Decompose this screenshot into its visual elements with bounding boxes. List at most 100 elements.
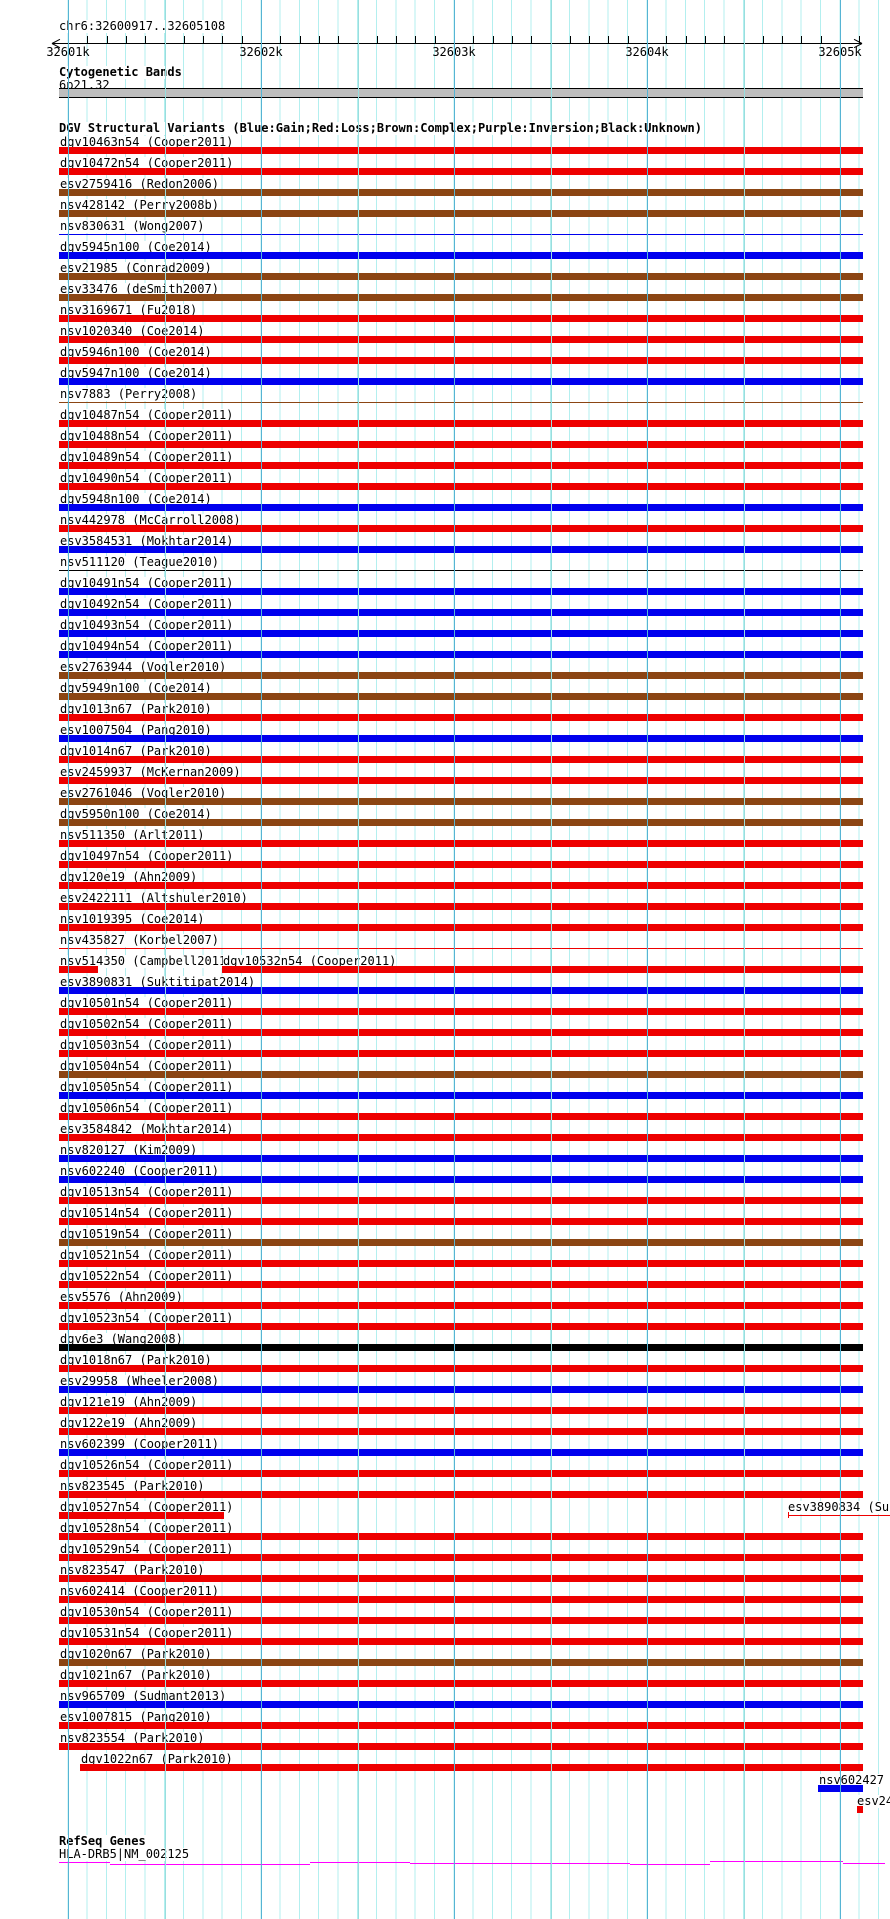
- variant-bar[interactable]: [59, 1722, 863, 1729]
- variant-label[interactable]: nsv823554 (Park2010): [60, 1731, 205, 1745]
- variant-bar[interactable]: [59, 504, 863, 511]
- variant-label[interactable]: dgv10502n54 (Cooper2011): [60, 1017, 234, 1031]
- variant-bar[interactable]: [59, 210, 863, 217]
- variant-label[interactable]: esv33476 (deSmith2007): [60, 282, 219, 296]
- variant-bar[interactable]: [59, 336, 863, 343]
- variant-label[interactable]: dgv10472n54 (Cooper2011): [60, 156, 234, 170]
- variant-bar[interactable]: [59, 1491, 863, 1498]
- variant-label[interactable]: esv3584842 (Mokhtar2014): [60, 1122, 234, 1136]
- variant-label[interactable]: dgv5945n100 (Coe2014): [60, 240, 212, 254]
- variant-bar[interactable]: [59, 234, 863, 235]
- variant-bar[interactable]: [59, 378, 863, 385]
- variant-bar[interactable]: [80, 1764, 863, 1771]
- variant-label[interactable]: nsv442978 (McCarroll2008): [60, 513, 241, 527]
- variant-bar[interactable]: [59, 1260, 863, 1267]
- variant-label[interactable]: dgv1020n67 (Park2010): [60, 1647, 212, 1661]
- variant-label[interactable]: nsv965709 (Sudmant2013): [60, 1689, 227, 1703]
- variant-label[interactable]: dgv10522n54 (Cooper2011): [60, 1269, 234, 1283]
- variant-bar[interactable]: [59, 651, 863, 658]
- variant-bar[interactable]: [59, 189, 863, 196]
- refseq-gene-line[interactable]: [310, 1862, 410, 1863]
- variant-label[interactable]: esv3584531 (Mokhtar2014): [60, 534, 234, 548]
- variant-label[interactable]: dgv10503n54 (Cooper2011): [60, 1038, 234, 1052]
- variant-bar[interactable]: [59, 1071, 863, 1078]
- variant-bar[interactable]: [59, 1533, 863, 1540]
- variant-label[interactable]: nsv1019395 (Coe2014): [60, 912, 205, 926]
- variant-bar[interactable]: [59, 1092, 863, 1099]
- variant-bar[interactable]: [59, 1449, 863, 1456]
- variant-label[interactable]: nsv514350 (Campbell2011): [60, 954, 234, 968]
- variant-label[interactable]: esv2422111 (Altshuler2010): [60, 891, 248, 905]
- variant-bar[interactable]: [59, 672, 863, 679]
- variant-label[interactable]: dgv5950n100 (Coe2014): [60, 807, 212, 821]
- variant-label[interactable]: esv3890834 (Sukti: [788, 1501, 890, 1514]
- variant-label[interactable]: dgv10506n54 (Cooper2011): [60, 1101, 234, 1115]
- variant-bar[interactable]: [59, 570, 863, 571]
- variant-label[interactable]: dgv120e19 (Ahn2009): [60, 870, 198, 884]
- variant-label[interactable]: dgv1018n67 (Park2010): [60, 1353, 212, 1367]
- variant-label[interactable]: nsv823545 (Park2010): [60, 1479, 205, 1493]
- variant-bar[interactable]: [59, 882, 863, 889]
- variant-label[interactable]: dgv1013n67 (Park2010): [60, 702, 212, 716]
- variant-bar[interactable]: [59, 168, 863, 175]
- variant-bar[interactable]: [59, 609, 863, 616]
- variant-bar[interactable]: [59, 1512, 224, 1519]
- variant-label[interactable]: esv242: [857, 1795, 890, 1808]
- variant-bar[interactable]: [59, 777, 863, 784]
- variant-label[interactable]: dgv6e3 (Wang2008): [60, 1332, 183, 1346]
- variant-bar[interactable]: [59, 1386, 863, 1393]
- variant-label[interactable]: nsv3169671 (Fu2018): [60, 303, 198, 317]
- variant-bar[interactable]: [59, 1407, 863, 1414]
- variant-bar[interactable]: [59, 1155, 863, 1162]
- variant-bar[interactable]: [59, 1239, 863, 1246]
- variant-label[interactable]: dgv1021n67 (Park2010): [60, 1668, 212, 1682]
- variant-bar[interactable]: [59, 1365, 863, 1372]
- variant-bar[interactable]: [59, 1617, 863, 1624]
- variant-bar[interactable]: [59, 483, 863, 490]
- variant-bar[interactable]: [59, 903, 863, 910]
- variant-bar[interactable]: [59, 1428, 863, 1435]
- variant-label[interactable]: dgv10523n54 (Cooper2011): [60, 1311, 234, 1325]
- variant-label[interactable]: dgv10532n54 (Cooper2011): [223, 954, 397, 968]
- variant-label[interactable]: dgv10463n54 (Cooper2011): [60, 135, 234, 149]
- variant-label[interactable]: esv1007815 (Pang2010): [60, 1710, 212, 1724]
- refseq-gene-line[interactable]: [410, 1863, 630, 1864]
- variant-bar[interactable]: [59, 1344, 863, 1351]
- variant-bar[interactable]: [59, 840, 863, 847]
- variant-label[interactable]: dgv10529n54 (Cooper2011): [60, 1542, 234, 1556]
- variant-bar[interactable]: [59, 1197, 863, 1204]
- variant-label[interactable]: dgv10497n54 (Cooper2011): [60, 849, 234, 863]
- variant-bar[interactable]: [59, 756, 863, 763]
- variant-bar[interactable]: [59, 1029, 863, 1036]
- variant-bar[interactable]: [59, 1743, 863, 1750]
- variant-label[interactable]: dgv1014n67 (Park2010): [60, 744, 212, 758]
- variant-label[interactable]: dgv5948n100 (Coe2014): [60, 492, 212, 506]
- variant-label[interactable]: dgv5946n100 (Coe2014): [60, 345, 212, 359]
- variant-label[interactable]: dgv10501n54 (Cooper2011): [60, 996, 234, 1010]
- variant-bar[interactable]: [857, 1806, 863, 1813]
- variant-bar[interactable]: [59, 1218, 863, 1225]
- variant-bar[interactable]: [59, 147, 863, 154]
- variant-label[interactable]: nsv7883 (Perry2008): [60, 387, 198, 401]
- variant-bar[interactable]: [59, 462, 863, 469]
- variant-label[interactable]: esv2459937 (McKernan2009): [60, 765, 241, 779]
- variant-bar[interactable]: [59, 693, 863, 700]
- variant-label[interactable]: esv3890831 (Suktitipat2014): [60, 975, 256, 989]
- variant-label[interactable]: dgv10531n54 (Cooper2011): [60, 1626, 234, 1640]
- variant-bar[interactable]: [59, 1638, 863, 1645]
- variant-bar[interactable]: [222, 966, 863, 973]
- variant-label[interactable]: esv1007504 (Pang2010): [60, 723, 212, 737]
- variant-bar[interactable]: [59, 588, 863, 595]
- variant-bar[interactable]: [59, 1575, 863, 1582]
- variant-bar[interactable]: [59, 402, 863, 403]
- variant-label[interactable]: nsv823547 (Park2010): [60, 1563, 205, 1577]
- variant-label[interactable]: dgv5949n100 (Coe2014): [60, 681, 212, 695]
- variant-bar[interactable]: [59, 1281, 863, 1288]
- variant-label[interactable]: dgv10526n54 (Cooper2011): [60, 1458, 234, 1472]
- variant-label[interactable]: nsv820127 (Kim2009): [60, 1143, 198, 1157]
- variant-bar[interactable]: [59, 948, 863, 949]
- variant-bar[interactable]: [59, 924, 863, 931]
- variant-label[interactable]: esv21985 (Conrad2009): [60, 261, 212, 275]
- variant-label[interactable]: nsv602427 (C: [819, 1774, 890, 1787]
- variant-label[interactable]: dgv10528n54 (Cooper2011): [60, 1521, 234, 1535]
